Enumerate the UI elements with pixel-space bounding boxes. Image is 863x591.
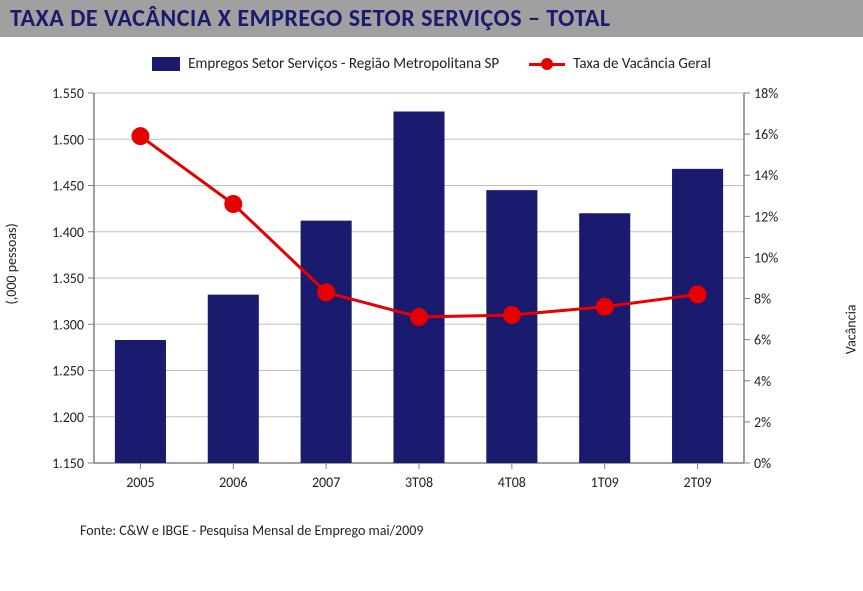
x-category-label: 2007 [312,474,340,491]
chart-area: (,000 pessoas) 1.1501.2001.2501.3001.350… [30,83,833,508]
chart-svg: 1.150 1.200 1.250 1.300 1.350 1.400 1.450 1.500… [30,83,796,503]
x-category-label: 1T09 [591,474,619,491]
source-text: Fonte: C&W e IBGE - Pesquisa Mensal de E… [0,508,863,539]
legend: Empregos Setor Serviços - Região Metropo… [0,37,863,83]
y-right-tick-label: 14% [754,167,778,184]
x-category-label: 4T08 [498,474,526,491]
chart-title: TAXA DE VACÂNCIA X EMPREGO SETOR SERVIÇO… [10,4,853,33]
y-right-tick-label: 16% [754,126,778,143]
x-category-label: 2005 [126,474,154,491]
y-right-tick-label: 0% [754,455,771,472]
bar [208,295,259,463]
y-right-tick-label: 12% [754,208,778,225]
line-marker [224,195,242,213]
bar [579,213,630,463]
y-left-tick-label: 1.300 [52,316,84,333]
legend-item-bar: Empregos Setor Serviços - Região Metropo… [152,55,499,73]
y-left-tick-label: 1.450 [52,178,84,195]
bar [486,190,537,463]
y-right-tick-label: 18% [754,85,778,102]
line-marker [689,285,707,303]
line-marker [503,306,521,324]
title-bar: TAXA DE VACÂNCIA X EMPREGO SETOR SERVIÇO… [0,0,863,37]
line-marker [317,283,335,301]
bar [393,112,444,464]
line-marker [596,298,614,316]
line-marker [131,127,149,145]
y-left-axis-label: (,000 pessoas) [3,223,20,304]
legend-bar-label: Empregos Setor Serviços - Região Metropo… [188,55,499,73]
legend-item-line: Taxa de Vacância Geral [529,55,711,73]
y-left-tick-label: 1.550 [52,85,84,102]
y-right-tick-label: 4% [754,373,771,390]
x-category-label: 2006 [219,474,247,491]
y-left-tick-label: 1.150 [52,455,84,472]
y-left-tick-label: 1.350 [52,270,84,287]
bar [115,340,166,463]
y-right-tick-label: 2% [754,414,771,431]
x-category-label: 2T09 [684,474,712,491]
legend-swatch-bar [152,57,180,71]
legend-line-label: Taxa de Vacância Geral [573,55,711,73]
line-marker [410,308,428,326]
y-right-tick-label: 8% [754,291,771,308]
y-right-tick-label: 10% [754,249,778,266]
y-right-axis-label: Vacância [843,304,860,354]
bar [672,169,723,463]
x-category-label: 3T08 [405,474,433,491]
y-left-tick-label: 1.250 [52,363,84,380]
y-left-tick-label: 1.500 [52,131,84,148]
y-left-tick-label: 1.400 [52,224,84,241]
bar [301,221,352,463]
y-left-tick-label: 1.200 [52,409,84,426]
y-right-tick-label: 6% [754,332,771,349]
legend-swatch-line [529,57,565,71]
